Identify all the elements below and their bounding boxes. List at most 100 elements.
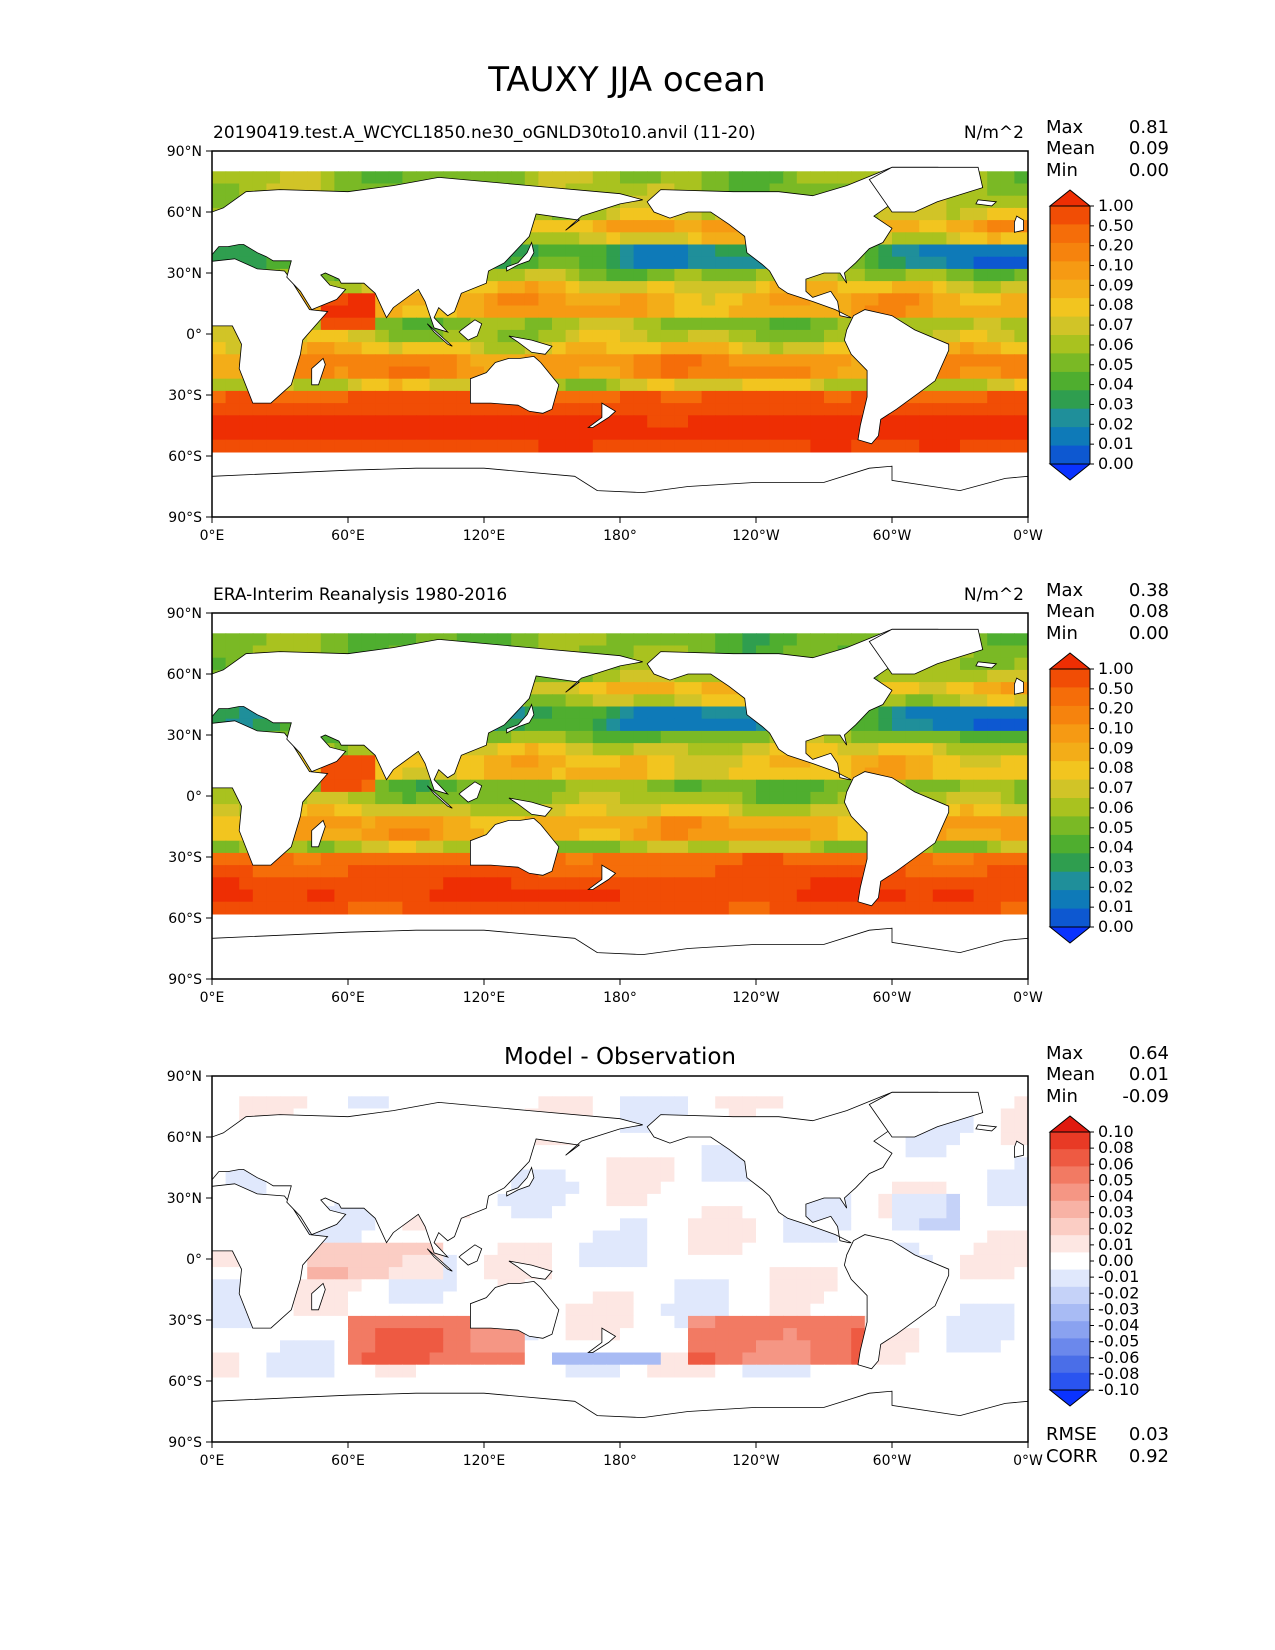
field-cell	[660, 1145, 675, 1158]
field-cell	[538, 901, 553, 915]
field-cell	[606, 244, 621, 258]
field-cell	[307, 439, 322, 453]
field-cell	[375, 415, 390, 429]
field-cell	[973, 439, 988, 453]
field-cell	[660, 804, 675, 817]
field-cell	[987, 682, 1002, 695]
field-cell	[919, 694, 934, 708]
colorbar-tick-label: -0.08	[1098, 1364, 1139, 1383]
field-cell	[320, 415, 335, 429]
field-cell	[524, 415, 539, 429]
field-cell	[252, 1096, 267, 1110]
field-cell	[674, 779, 689, 793]
field-cell	[796, 342, 811, 355]
field-cell	[756, 1340, 771, 1354]
field-cell	[565, 1267, 580, 1280]
field-cell	[334, 427, 349, 441]
field-cell	[946, 354, 961, 368]
field-cell	[688, 743, 703, 756]
field-cell	[810, 1096, 825, 1110]
field-cell	[620, 718, 635, 732]
field-cell	[592, 730, 607, 744]
field-cell	[715, 1193, 730, 1207]
field-cell	[579, 840, 594, 854]
field-cell	[660, 268, 675, 282]
field-cell	[919, 317, 934, 331]
field-cell	[960, 877, 975, 891]
field-cell	[810, 877, 825, 891]
field-cell	[756, 293, 771, 307]
field-cell	[905, 1218, 920, 1232]
field-cell	[905, 1230, 920, 1244]
field-cell	[769, 791, 784, 805]
colorbar-tick-label: 0.10	[1098, 256, 1134, 275]
field-cell	[973, 755, 988, 769]
field-cell	[701, 1254, 716, 1268]
field-cell	[688, 791, 703, 805]
field-cell	[565, 317, 580, 331]
field-cell	[388, 1328, 403, 1341]
field-cell	[837, 390, 852, 404]
axis-ticks: 90°N60°N30°N0°30°S60°S90°S0°E 60°E 120°E 18…	[167, 144, 1043, 544]
field-cell	[470, 403, 485, 416]
field-cell	[810, 901, 825, 915]
field-cell	[375, 1340, 390, 1354]
field-cell	[484, 1218, 499, 1232]
field-cell	[280, 865, 295, 878]
field-cell	[919, 1218, 934, 1232]
field-cell	[375, 317, 390, 331]
field-cell	[878, 1364, 893, 1378]
field-cell	[987, 317, 1002, 331]
field-cell	[416, 1340, 431, 1354]
field-cell	[579, 852, 594, 866]
colorbar-swatch	[1050, 408, 1090, 428]
field-cell	[633, 1181, 648, 1195]
field-cell	[892, 220, 907, 233]
land-mass	[212, 1183, 329, 1329]
field-cell	[606, 293, 621, 307]
field-cell	[606, 220, 621, 233]
field-cell	[674, 743, 689, 756]
field-cell	[375, 852, 390, 866]
field-cell	[960, 682, 975, 695]
field-cell	[552, 816, 567, 830]
field-cell	[552, 232, 567, 246]
field-cell	[606, 828, 621, 842]
field-cell	[715, 718, 730, 732]
field-cell	[361, 791, 376, 805]
field-cell	[620, 743, 635, 756]
field-cell	[565, 1303, 580, 1317]
field-cell	[905, 1340, 920, 1354]
field-cell	[388, 1291, 403, 1305]
field-cell	[307, 415, 322, 429]
field-cell	[633, 779, 648, 793]
field-cell	[864, 730, 879, 744]
field-cell	[361, 816, 376, 830]
field-cell	[225, 1279, 240, 1293]
field-cell	[796, 1291, 811, 1305]
field-cell	[511, 415, 526, 429]
field-cell	[647, 889, 662, 903]
field-cell	[620, 694, 635, 708]
field-cell	[878, 901, 893, 915]
field-cell	[728, 232, 743, 246]
field-cell	[620, 281, 635, 294]
field-cell	[1000, 852, 1015, 866]
field-cell	[987, 1303, 1002, 1317]
field-cell	[633, 1279, 648, 1293]
field-cell	[592, 767, 607, 781]
field-cell	[987, 171, 1002, 185]
field-cell	[960, 1169, 975, 1183]
field-cell	[1014, 901, 1028, 915]
field-cell	[973, 877, 988, 891]
field-cell	[212, 427, 227, 441]
field-cell	[905, 220, 920, 233]
field-cell	[633, 755, 648, 769]
field-cell	[756, 439, 771, 453]
field-cell	[1014, 779, 1028, 793]
field-cell	[620, 427, 635, 441]
field-cell	[633, 354, 648, 368]
field-cell	[212, 195, 227, 209]
field-cell	[756, 1230, 771, 1244]
colorbar-tick-label: 0.04	[1098, 375, 1134, 394]
